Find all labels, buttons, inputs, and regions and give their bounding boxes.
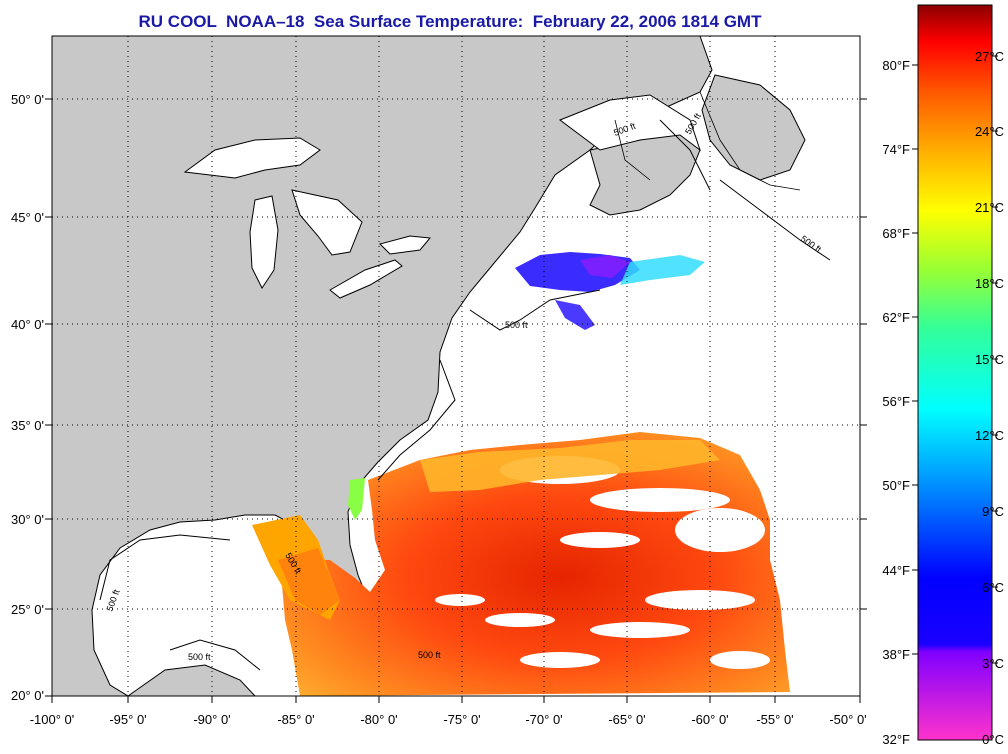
isobath-label: 500 ft [188, 652, 211, 662]
land-north-america [52, 36, 713, 696]
colorbar-fahrenheit-labels: 80°F 74°F 68°F 62°F 56°F 50°F 44°F 38°F … [882, 58, 910, 747]
lake-erie [329, 259, 403, 299]
isobath-label: 500 ft [418, 650, 441, 660]
fahrenheit-label: 68°F [882, 226, 910, 241]
celsius-label: 21°C [975, 200, 1004, 215]
sst-cold-region-purple [580, 255, 630, 278]
lon-label: -50° 0' [829, 712, 866, 727]
lon-label: -60° 0' [691, 712, 728, 727]
fahrenheit-label: 62°F [882, 310, 910, 325]
lat-label: 50° 0' [11, 92, 44, 107]
lake-michigan [249, 195, 279, 289]
sst-florida-coast [348, 478, 365, 520]
lat-label: 30° 0' [11, 512, 44, 527]
sst-mid-band [420, 440, 720, 492]
tick-marks [45, 98, 867, 703]
sst-cool-fringe [620, 255, 705, 285]
sst-cold-plume [555, 300, 595, 330]
colorbar [917, 4, 993, 741]
lon-label: -80° 0' [360, 712, 397, 727]
celsius-label: 0°C [982, 732, 1004, 747]
lon-label: -100° 0' [30, 712, 75, 727]
colorbar-celsius-labels: 27°C 24°C 21°C 18°C 15°C 12°C 9°C 6°C 3°… [975, 49, 1004, 747]
isobath-label: 500 ft [505, 320, 528, 330]
celsius-label: 27°C [975, 49, 1004, 64]
celsius-label: 12°C [975, 428, 1004, 443]
lon-label: -65° 0' [608, 712, 645, 727]
lake-huron [291, 189, 363, 256]
isobath-lines [99, 119, 831, 671]
celsius-label: 18°C [975, 276, 1004, 291]
map-title: RU COOL NOAA–18 Sea Surface Temperature:… [138, 12, 762, 31]
lon-label: -85° 0' [277, 712, 314, 727]
lake-superior [183, 137, 321, 179]
celsius-label: 3°C [982, 656, 1004, 671]
fahrenheit-label: 32°F [882, 732, 910, 747]
celsius-label: 6°C [982, 580, 1004, 595]
lat-label: 25° 0' [11, 602, 44, 617]
celsius-label: 15°C [975, 352, 1004, 367]
land-yucatan [127, 664, 256, 696]
fahrenheit-label: 56°F [882, 394, 910, 409]
lon-label: -75° 0' [443, 712, 480, 727]
latitude-labels: 50° 0' 45° 0' 40° 0' 35° 0' 30° 0' 25° 0… [11, 92, 44, 703]
celsius-label: 9°C [982, 504, 1004, 519]
lake-ontario [379, 235, 431, 255]
lat-label: 45° 0' [11, 210, 44, 225]
lon-label: -95° 0' [109, 712, 146, 727]
lon-label: -70° 0' [525, 712, 562, 727]
graticule [52, 36, 860, 696]
coastline-details [614, 91, 801, 191]
land-newfoundland [701, 74, 806, 181]
fahrenheit-label: 38°F [882, 647, 910, 662]
map-frame [51, 35, 861, 697]
gulf-of-st-lawrence [558, 94, 701, 152]
lon-label: -90° 0' [193, 712, 230, 727]
lat-label: 20° 0' [11, 688, 44, 703]
fahrenheit-label: 74°F [882, 142, 910, 157]
lat-label: 35° 0' [11, 418, 44, 433]
fahrenheit-label: 80°F [882, 58, 910, 73]
colorbar-ticks [912, 55, 998, 664]
fahrenheit-label: 44°F [882, 563, 910, 578]
celsius-label: 24°C [975, 124, 1004, 139]
lat-label: 40° 0' [11, 317, 44, 332]
lon-label: -55° 0' [756, 712, 793, 727]
sst-gulf-strip-warm [278, 548, 340, 615]
fahrenheit-label: 50°F [882, 478, 910, 493]
longitude-labels: -100° 0' -95° 0' -90° 0' -85° 0' -80° 0'… [30, 712, 867, 727]
